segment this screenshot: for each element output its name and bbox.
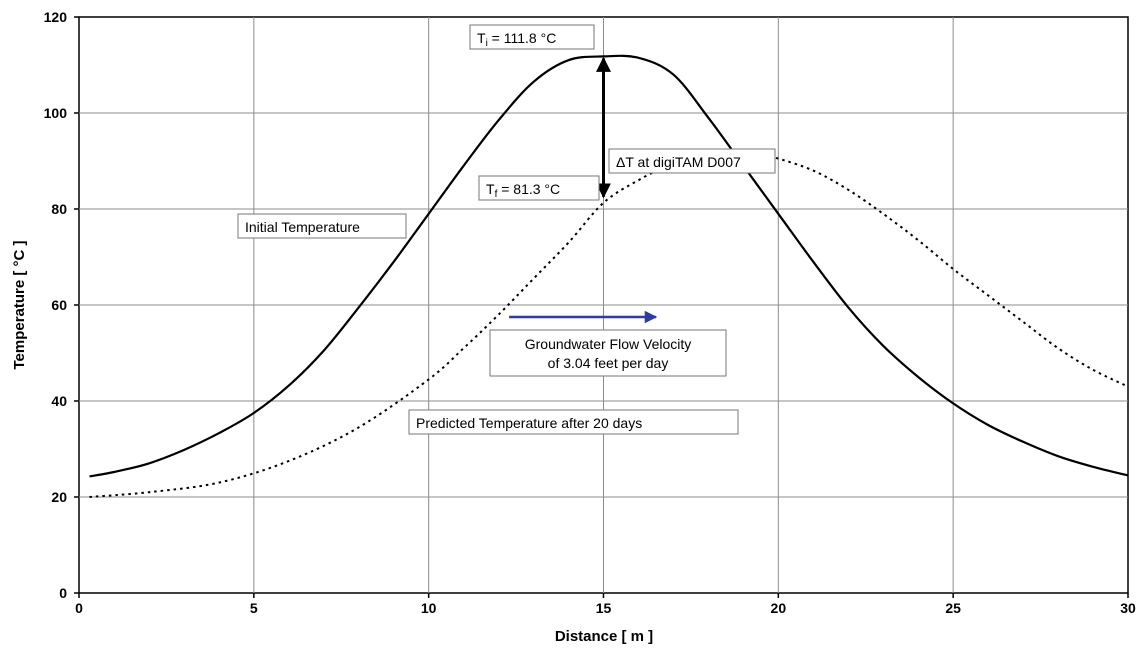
tf-label: Tf = 81.3 °C — [478, 175, 600, 201]
y-axis-title: Temperature [ °C ] — [11, 240, 28, 369]
svg-text:Tf = 81.3 °C: Tf = 81.3 °C — [486, 181, 560, 200]
x-tick-label: 20 — [771, 600, 787, 616]
ti-label: Ti = 111.8 °C — [469, 24, 595, 50]
predicted-temperature-label: Predicted Temperature after 20 days — [408, 409, 739, 435]
svg-text:ΔT at digiTAM D007: ΔT at digiTAM D007 — [616, 154, 741, 170]
groundwater-flow-label: Groundwater Flow Velocity of 3.04 feet p… — [489, 329, 727, 377]
x-tick-label: 15 — [596, 600, 612, 616]
initial-temperature-line — [89, 54, 1129, 478]
y-tick-label: 100 — [44, 105, 68, 121]
y-tick-label: 40 — [51, 393, 67, 409]
x-tick-label: 0 — [75, 600, 83, 616]
x-axis-title: Distance [ m ] — [555, 628, 653, 645]
svg-text:Groundwater Flow Velocity: Groundwater Flow Velocity — [525, 336, 692, 352]
x-tick-label: 25 — [945, 600, 961, 616]
y-tick-label: 80 — [51, 201, 67, 217]
x-axis-ticks: 0 5 10 15 20 25 30 — [75, 593, 1136, 616]
series-group — [89, 54, 1129, 498]
svg-text:Predicted Temperature after 20: Predicted Temperature after 20 days — [416, 415, 642, 431]
x-tick-label: 10 — [421, 600, 437, 616]
y-tick-label: 20 — [51, 489, 67, 505]
x-tick-label: 5 — [250, 600, 258, 616]
y-tick-label: 120 — [44, 9, 68, 25]
y-axis-ticks: 0 20 40 60 80 100 120 — [44, 9, 79, 601]
delta-t-label: ΔT at digiTAM D007 — [608, 148, 776, 174]
x-tick-label: 30 — [1120, 600, 1136, 616]
svg-text:Ti = 111.8 °C: Ti = 111.8 °C — [477, 30, 556, 49]
svg-text:of 3.04 feet per day: of 3.04 feet per day — [548, 355, 669, 371]
y-tick-label: 0 — [59, 585, 67, 601]
svg-text:Initial Temperature: Initial Temperature — [245, 219, 360, 235]
y-tick-label: 60 — [51, 297, 67, 313]
initial-temperature-label: Initial Temperature — [237, 213, 407, 239]
